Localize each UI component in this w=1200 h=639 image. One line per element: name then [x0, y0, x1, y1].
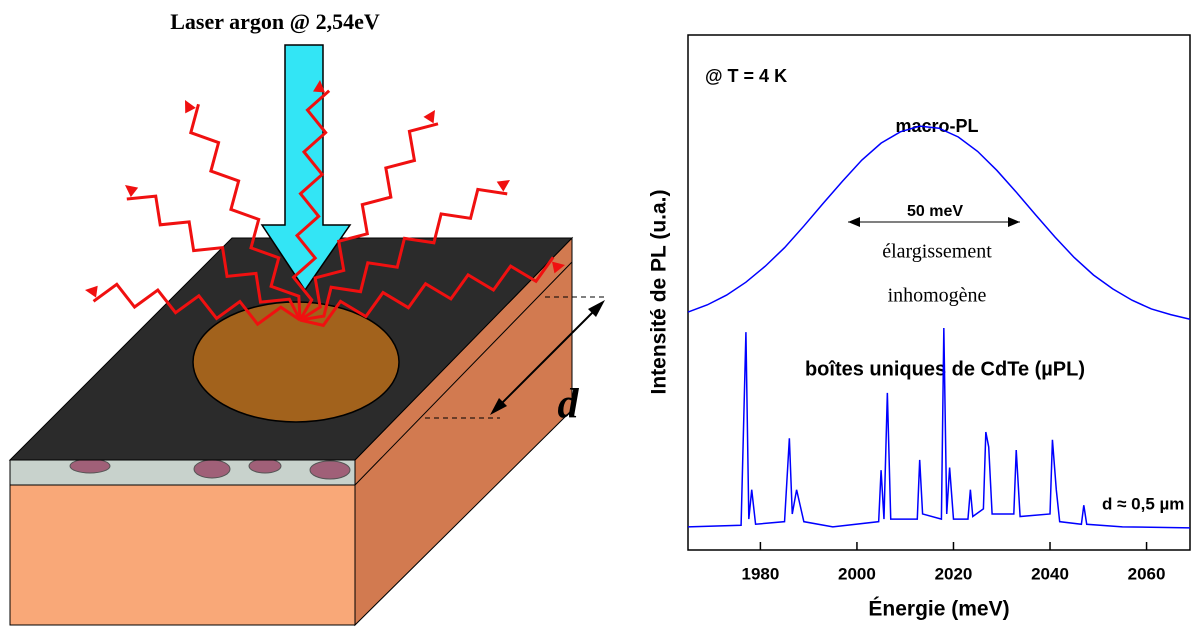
- arrow-head: [848, 217, 860, 227]
- plot-frame: [687, 34, 1191, 551]
- emission-wave: [299, 122, 439, 322]
- x-axis-label: Énergie (meV): [868, 598, 1009, 621]
- dot: [193, 459, 231, 479]
- thickness-label: d: [558, 382, 580, 428]
- chart: Énergie (meV) Intensité de PL (u.a.) @ T…: [648, 34, 1191, 621]
- wave-head: [496, 180, 510, 192]
- emission-wave: [299, 256, 555, 328]
- annotation: 50 meV: [907, 203, 963, 220]
- spectrum-line: [687, 125, 1191, 321]
- wave-head: [552, 261, 565, 274]
- emission-wave: [291, 89, 331, 321]
- qd-layer: [9, 459, 356, 486]
- x-tick-label: 2060: [1128, 564, 1166, 583]
- x-tick-label: 1980: [741, 564, 779, 583]
- x-tick-label: 2020: [935, 564, 973, 583]
- series-label: macro-PL: [895, 116, 978, 136]
- laser-arrow: [260, 44, 352, 292]
- wave-head: [313, 80, 325, 93]
- wave-head: [185, 100, 196, 114]
- arrow-head: [588, 300, 605, 317]
- dot: [248, 458, 282, 474]
- arrow-head: [1008, 217, 1020, 227]
- annotation: inhomogène: [888, 285, 987, 307]
- layer-edge: [354, 261, 573, 486]
- dot: [309, 460, 351, 480]
- spectrum-line: [687, 328, 1191, 529]
- emission-wave: [92, 282, 301, 327]
- dot: [69, 458, 111, 474]
- annotation: élargissement: [882, 241, 992, 263]
- laser-label: Laser argon @ 2,54eV: [170, 9, 380, 34]
- aperture: [192, 301, 400, 423]
- annotation: @ T = 4 K: [705, 66, 787, 86]
- y-axis-label: Intensité de PL (u.a.): [648, 190, 671, 395]
- wave-head: [85, 285, 98, 298]
- annotation: d ≈ 0,5 µm: [1102, 494, 1184, 513]
- arrow-head: [490, 398, 507, 415]
- dim-arrow: [494, 304, 601, 411]
- emission: [85, 80, 565, 328]
- wave-head: [125, 185, 139, 198]
- sample-diagram: Laser argon @ 2,54eV d: [8, 9, 608, 627]
- wave-head: [423, 110, 435, 124]
- x-tick-label: 2040: [1031, 564, 1069, 583]
- emission-wave: [188, 103, 302, 321]
- emission-wave: [299, 187, 508, 322]
- emission-wave: [126, 194, 302, 321]
- x-tick-label: 2000: [838, 564, 876, 583]
